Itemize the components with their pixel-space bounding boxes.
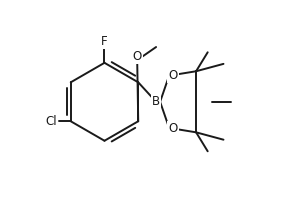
Text: O: O — [168, 122, 177, 135]
Text: O: O — [132, 50, 142, 63]
Text: O: O — [168, 69, 177, 82]
Text: Cl: Cl — [45, 115, 57, 128]
Text: B: B — [152, 95, 160, 108]
Text: F: F — [101, 35, 108, 48]
